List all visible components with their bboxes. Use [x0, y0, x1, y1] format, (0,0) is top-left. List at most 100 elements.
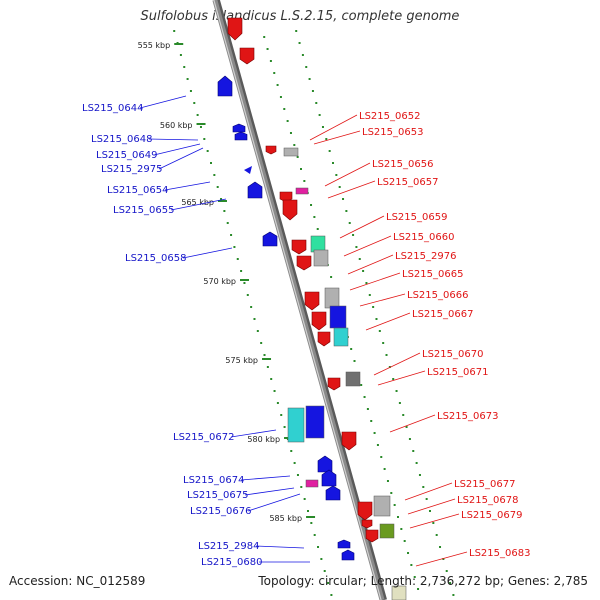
tick-dot-left [220, 198, 223, 200]
tick-dot-right [398, 402, 401, 404]
leader-line-left [244, 487, 295, 496]
tick-dot-right [422, 486, 425, 488]
plus-strand-gene [325, 485, 341, 501]
gene-label-right: LS215_0657 [377, 177, 438, 188]
gene-label-right: LS215_0652 [359, 111, 420, 122]
leader-line-right [415, 551, 468, 567]
tick-dot-left [186, 78, 189, 80]
gene-label-right: LS215_0679 [461, 510, 522, 521]
leader-line-left [139, 95, 187, 109]
tick-dot-inner [366, 408, 369, 410]
leader-line-right [347, 254, 394, 275]
tick-dot-inner [396, 516, 399, 518]
tick-dot-left [250, 306, 253, 308]
tick-dot-right [392, 378, 395, 380]
tick-dot-inner [417, 588, 420, 590]
backbone-highlight [213, 0, 382, 600]
tick-dot-inner [403, 540, 406, 542]
tick-dot-inner [383, 468, 386, 470]
scale-tick-label: 565 kbp [181, 198, 214, 207]
tick-dot-left [266, 366, 269, 368]
tick-dot-left [330, 594, 333, 596]
leader-line-left [158, 147, 204, 170]
plus-strand-gene [321, 469, 337, 487]
leader-line-right [309, 114, 358, 141]
minus-strand-gene [361, 519, 373, 529]
plus-strand-gene [317, 455, 333, 473]
leader-line-left [164, 181, 211, 191]
tick-dot-inner [390, 492, 393, 494]
tick-dot-right [378, 330, 381, 332]
tick-dot-left [263, 354, 266, 356]
plus-strand-gene [217, 75, 233, 97]
gene-label-left: LS215_2975 [101, 164, 162, 175]
tick-dot-left [223, 210, 226, 212]
tick-dot-inner [363, 396, 366, 398]
tick-dot-left [300, 486, 303, 488]
tick-dot-left [183, 66, 186, 68]
tick-dot-left [203, 138, 206, 140]
tick-dot-right [452, 594, 455, 596]
tick-dot-left [323, 570, 326, 572]
tick-dot-right [355, 246, 358, 248]
minus-strand-gene [317, 331, 331, 347]
scale-tick-label: 580 kbp [247, 435, 280, 444]
tick-dot-inner [289, 132, 292, 134]
tick-dot-left [179, 54, 182, 56]
minus-strand-gene [327, 377, 341, 391]
tick-dot-left [260, 342, 263, 344]
gene-label-left: LS215_0644 [82, 103, 143, 114]
plus-strand-gene [341, 549, 355, 561]
feature-box-beige [391, 585, 407, 600]
leader-line-right [313, 130, 361, 145]
tick-dot-inner [353, 360, 356, 362]
tick-dot-inner [410, 564, 413, 566]
tick-dot-left [193, 102, 196, 104]
tick-dot-right [405, 426, 408, 428]
feature-box-cyan [287, 407, 305, 443]
tick-dot-left [293, 462, 296, 464]
gene-label-left: LS215_0675 [187, 490, 248, 501]
tick-dot-left [273, 390, 276, 392]
tick-dot-left [253, 318, 256, 320]
tick-dot-left [240, 270, 243, 272]
tick-dot-right [325, 138, 328, 140]
leader-line-left [247, 493, 301, 512]
tick-dot-inner [400, 528, 403, 530]
minus-strand-gene [282, 199, 298, 221]
leader-line-right [377, 370, 426, 386]
tick-dot-right [432, 522, 435, 524]
minus-strand-gene [365, 529, 379, 543]
scale-tick-label: 570 kbp [203, 277, 236, 286]
scale-tick-label: 560 kbp [160, 121, 193, 130]
minus-strand-gene [227, 17, 243, 41]
tick-dot-left [233, 246, 236, 248]
tick-dot-right [442, 558, 445, 560]
gene-label-right: LS215_0677 [454, 479, 515, 490]
tick-dot-right [412, 450, 415, 452]
gene-label-right: LS215_0666 [407, 290, 468, 301]
tick-dot-left [290, 450, 293, 452]
tick-dot-inner [276, 84, 279, 86]
leader-line-right [409, 513, 460, 529]
tick-dot-inner [350, 348, 353, 350]
leader-line-right [389, 414, 436, 433]
gene-label-left: LS215_2984 [198, 541, 259, 552]
plus-strand-gene [232, 123, 246, 133]
gene-label-right: LS215_0660 [393, 232, 454, 243]
tick-dot-inner [266, 48, 269, 50]
tick-dot-left [246, 294, 249, 296]
tick-dot-right [365, 282, 368, 284]
gene-label-right: LS215_0671 [427, 367, 488, 378]
tick-dot-inner [386, 480, 389, 482]
tick-dot-left [296, 474, 299, 476]
tick-dot-right [318, 114, 321, 116]
scale-tick-label: 555 kbp [138, 41, 171, 50]
tick-dot-left [173, 30, 176, 32]
minus-strand-gene [357, 501, 373, 521]
tick-dot-inner [376, 444, 379, 446]
leader-line-right [327, 180, 376, 199]
minus-strand-gene [341, 431, 357, 451]
tick-dot-inner [310, 204, 313, 206]
gene-label-right: LS215_0678 [457, 495, 518, 506]
